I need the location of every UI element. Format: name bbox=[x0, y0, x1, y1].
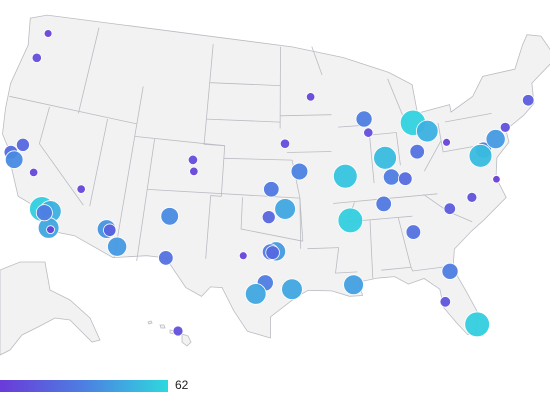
bubble bbox=[274, 198, 296, 220]
bubble bbox=[363, 127, 374, 138]
state-border bbox=[240, 197, 303, 242]
bubble bbox=[382, 168, 400, 186]
alaska-inset bbox=[0, 261, 101, 356]
bubble bbox=[373, 145, 397, 170]
bubble bbox=[31, 52, 42, 63]
bubble bbox=[355, 110, 373, 128]
state-border bbox=[311, 46, 323, 76]
bubble bbox=[485, 129, 506, 150]
bubble bbox=[189, 166, 199, 177]
bubble bbox=[187, 154, 199, 165]
bubble bbox=[405, 224, 422, 240]
bubble bbox=[522, 94, 535, 107]
bubble bbox=[160, 207, 179, 226]
bubble bbox=[499, 121, 511, 133]
state-border bbox=[9, 95, 137, 125]
bubble bbox=[281, 278, 303, 301]
bubble bbox=[76, 184, 86, 194]
bubble bbox=[441, 262, 459, 280]
state-border bbox=[136, 139, 155, 261]
state-border bbox=[206, 118, 281, 123]
bubble bbox=[4, 150, 24, 169]
bubble bbox=[35, 204, 53, 222]
bubble bbox=[466, 191, 478, 203]
bubble bbox=[28, 167, 39, 178]
bubble bbox=[261, 210, 276, 225]
state-border bbox=[286, 151, 332, 153]
bubble bbox=[416, 119, 439, 143]
state-border bbox=[410, 265, 452, 272]
state-border bbox=[307, 247, 339, 250]
bubble bbox=[46, 225, 55, 234]
bubble bbox=[158, 250, 174, 266]
color-scale-max-label: 62 bbox=[175, 378, 189, 392]
state-border bbox=[78, 27, 100, 114]
state-border bbox=[369, 220, 374, 279]
state-border bbox=[369, 135, 375, 184]
bubbles bbox=[3, 29, 535, 338]
country-outline bbox=[2, 14, 550, 339]
state-border bbox=[38, 106, 84, 206]
state-border bbox=[444, 113, 492, 123]
bubble bbox=[332, 163, 358, 189]
bubble bbox=[305, 92, 316, 102]
bubble bbox=[265, 245, 280, 260]
state-border bbox=[223, 157, 293, 161]
bubble bbox=[103, 223, 117, 237]
bubble bbox=[238, 251, 248, 261]
bubble bbox=[244, 283, 267, 305]
bubble bbox=[263, 181, 280, 198]
state-border bbox=[134, 136, 225, 147]
bubble bbox=[172, 325, 184, 337]
bubble bbox=[107, 236, 128, 257]
bubble bbox=[15, 137, 30, 152]
state-border bbox=[299, 198, 302, 249]
land bbox=[2, 14, 550, 339]
bubble bbox=[443, 202, 456, 215]
state-border bbox=[369, 132, 401, 166]
bubble bbox=[279, 138, 291, 149]
color-scale-bar bbox=[0, 380, 168, 392]
bubble bbox=[343, 274, 364, 296]
state-border bbox=[423, 140, 442, 172]
bubble bbox=[492, 175, 501, 184]
hawaii-inset bbox=[147, 320, 192, 347]
state-border bbox=[89, 118, 108, 207]
bubble bbox=[468, 143, 493, 168]
bubble bbox=[290, 162, 309, 181]
bubble bbox=[398, 171, 413, 186]
bubble bbox=[439, 296, 452, 308]
bubble bbox=[442, 137, 451, 147]
state-border bbox=[203, 44, 226, 259]
bubble bbox=[337, 207, 364, 234]
state-border bbox=[280, 114, 332, 117]
bubble bbox=[375, 195, 392, 213]
bubble bbox=[464, 311, 490, 338]
state-border bbox=[210, 82, 281, 86]
state-border bbox=[113, 86, 144, 258]
state-border bbox=[335, 247, 358, 274]
bubble bbox=[409, 143, 425, 160]
bubble bbox=[43, 29, 53, 38]
